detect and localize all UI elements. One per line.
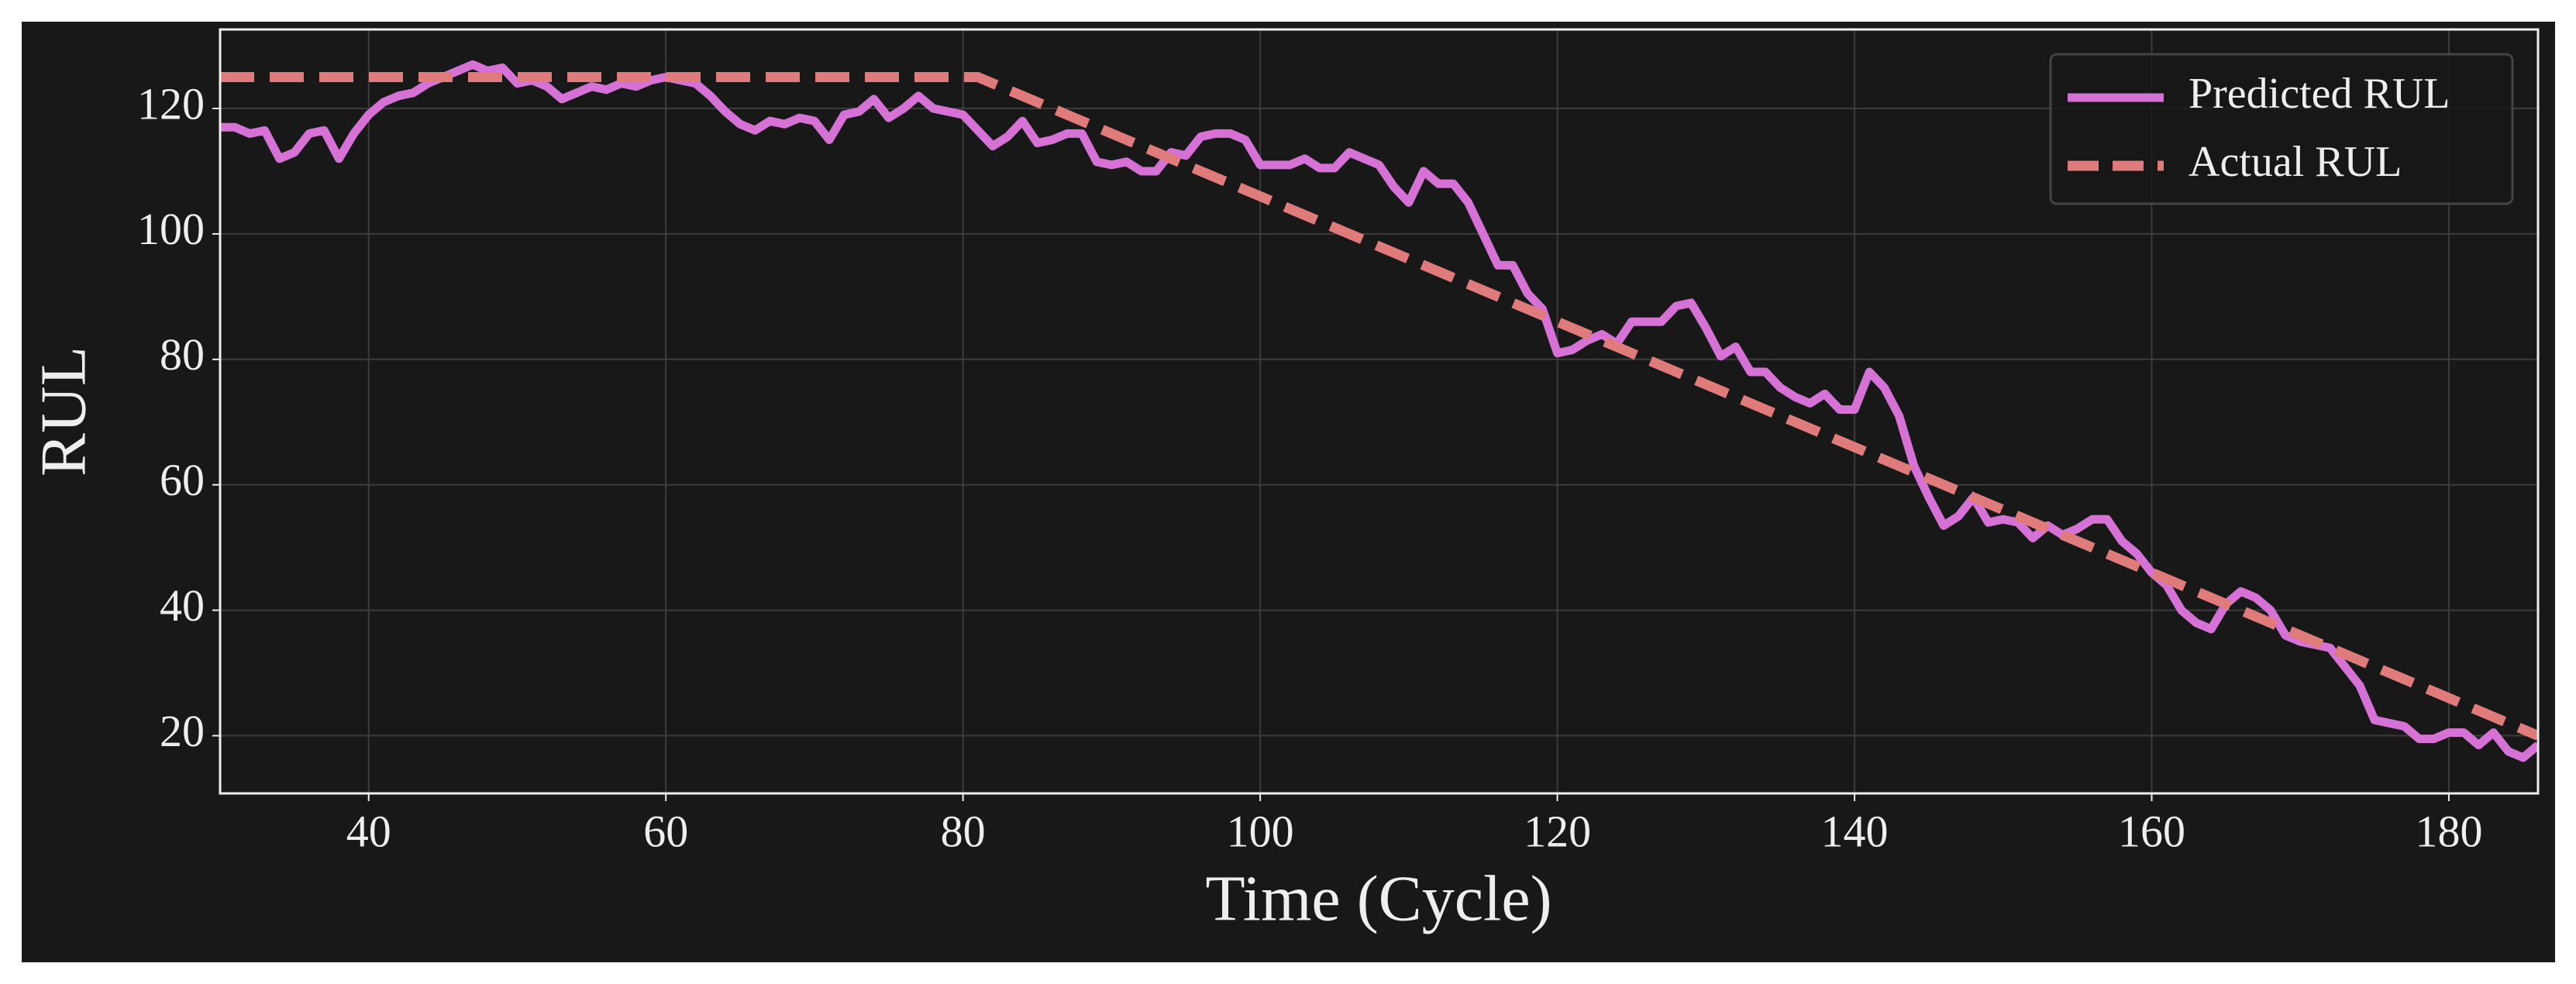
x-tick-label: 160 (2118, 806, 2185, 856)
x-tick-label: 140 (1821, 806, 1889, 856)
legend-label: Predicted RUL (2189, 70, 2450, 118)
legend-label: Actual RUL (2189, 138, 2402, 186)
y-tick-label: 20 (160, 706, 205, 756)
data-line (220, 60, 2538, 762)
y-tick-label: 100 (137, 204, 205, 254)
x-tick-label: 60 (643, 806, 688, 856)
y-axis-label: RUL (27, 346, 99, 477)
legend-box (2049, 53, 2514, 205)
x-axis-label: Time (Cycle) (1205, 862, 1551, 934)
y-tick-label: 60 (160, 455, 205, 505)
y-tick-label: 40 (160, 580, 205, 631)
x-tick-label: 40 (346, 806, 391, 856)
x-tick-label: 120 (1524, 806, 1591, 856)
y-tick-label: 80 (160, 329, 205, 380)
y-tick-label: 120 (137, 78, 205, 129)
data-line (220, 72, 2538, 741)
axes-frame (219, 28, 2540, 795)
x-tick-label: 180 (2415, 806, 2482, 856)
x-tick-label: 100 (1227, 806, 1294, 856)
x-tick-label: 80 (941, 806, 986, 856)
